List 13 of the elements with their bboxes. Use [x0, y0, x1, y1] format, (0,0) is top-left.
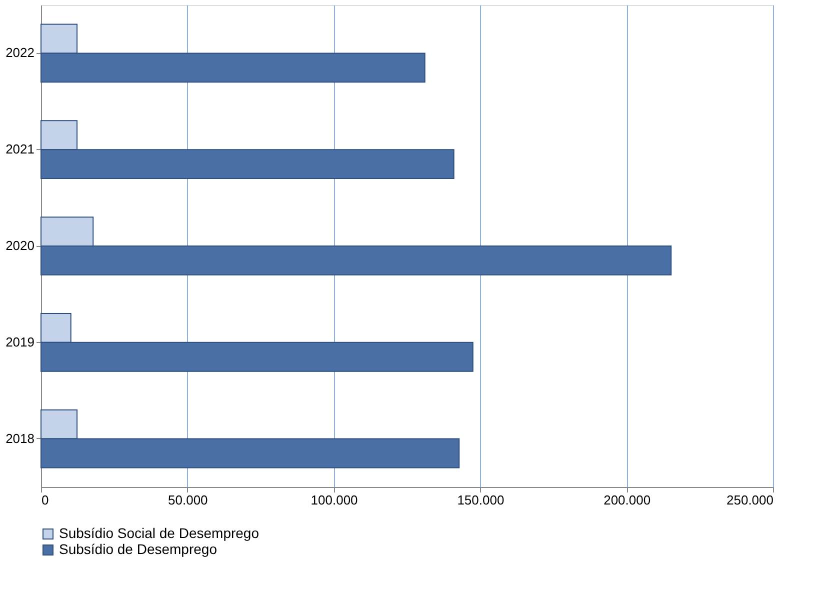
x-tick-label: 250.000	[726, 492, 774, 508]
y-tick-label: 2020	[6, 238, 34, 253]
y-tick-label: 2021	[6, 142, 34, 157]
x-tick-label: 150.000	[457, 492, 504, 508]
y-tick-label: 2019	[6, 334, 34, 350]
x-tick-label: 100.000	[310, 492, 358, 508]
y-tick-label: 2018	[6, 430, 34, 446]
legend-label: Subsídio de Desemprego	[59, 541, 218, 557]
x-tick-label: 200.000	[604, 492, 651, 508]
y-tick-label: 2022	[6, 45, 34, 60]
x-tick-label: 0	[42, 492, 49, 508]
legend-label: Subsídio Social de Desemprego	[59, 525, 260, 541]
x-tick-label: 50.000	[168, 492, 208, 508]
